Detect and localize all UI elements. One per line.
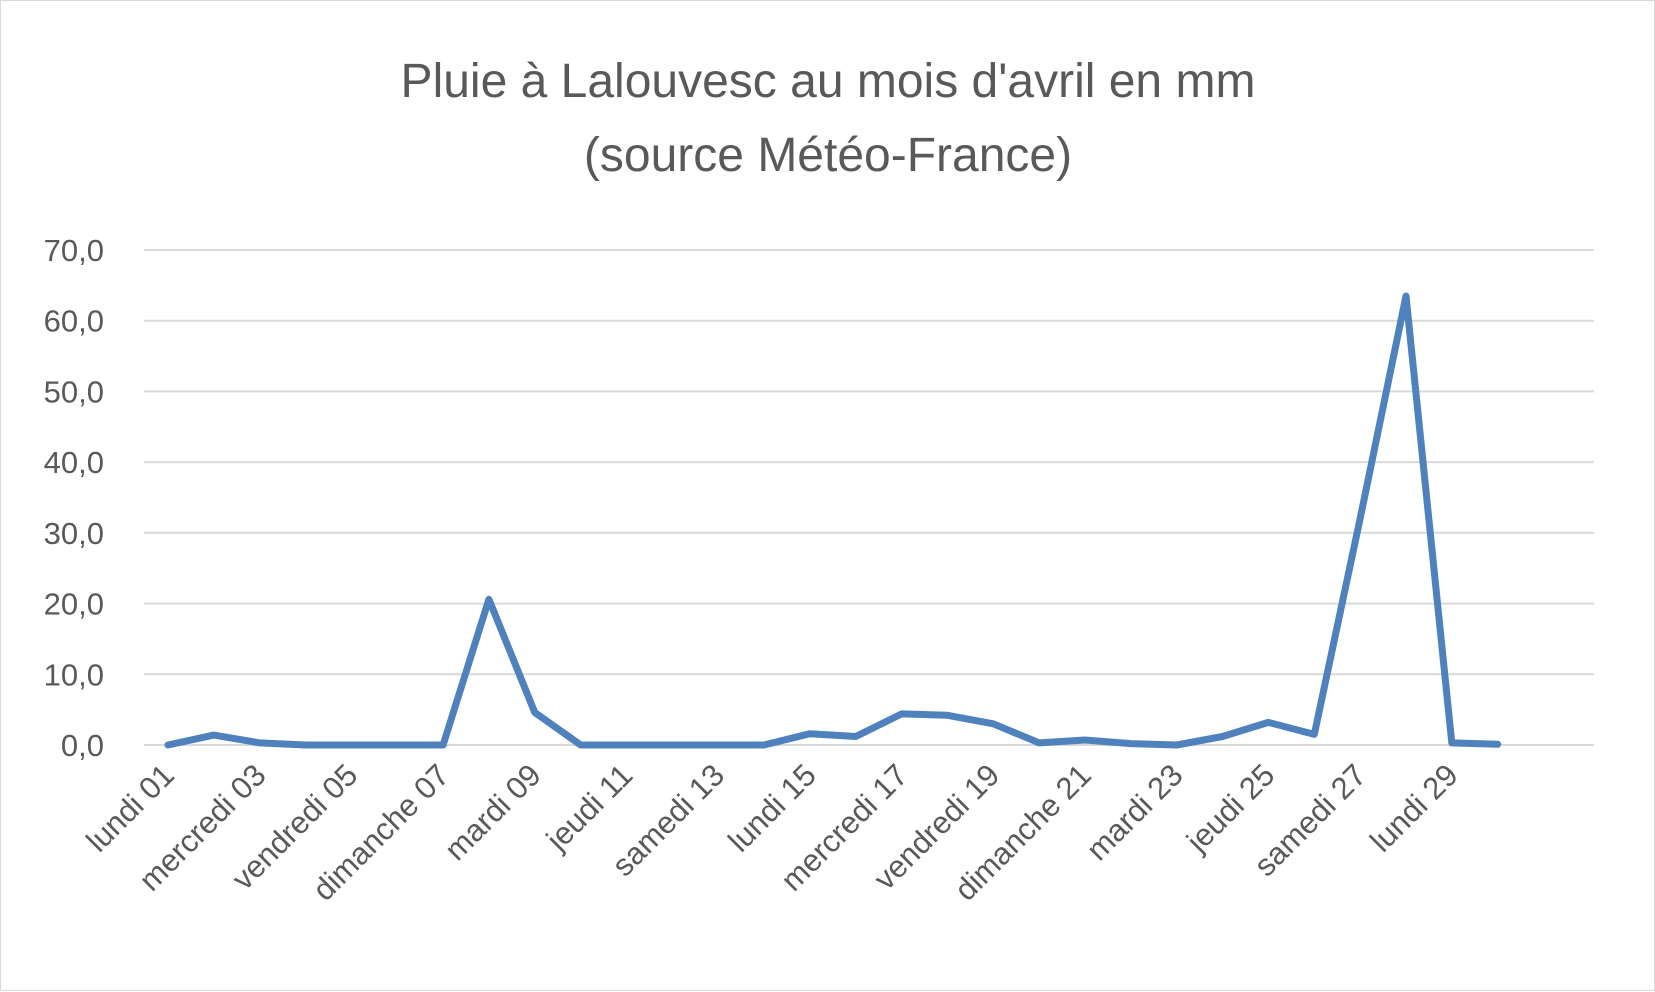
x-tick-label: lundi 29: [1363, 757, 1465, 859]
gridlines: [144, 250, 1594, 745]
y-tick-label: 0,0: [61, 728, 104, 763]
y-axis-tick-labels: 0,0 10,0 20,0 30,0 40,0 50,0 60,0 70,0: [44, 233, 104, 763]
x-tick-label: mardi 23: [1080, 757, 1190, 867]
x-tick-label: mardi 09: [438, 757, 548, 867]
series-layer: [168, 296, 1498, 745]
y-tick-label: 50,0: [44, 374, 104, 409]
chart-subtitle: (source Météo-France): [584, 129, 1072, 182]
y-tick-label: 10,0: [44, 657, 104, 692]
y-tick-label: 30,0: [44, 516, 104, 551]
series-line-rainfall: [168, 296, 1498, 745]
y-tick-label: 60,0: [44, 304, 104, 339]
y-tick-label: 20,0: [44, 587, 104, 622]
y-tick-label: 70,0: [44, 233, 104, 268]
y-tick-label: 40,0: [44, 445, 104, 480]
chart-title: Pluie à Lalouvesc au mois d'avril en mm: [401, 55, 1256, 108]
